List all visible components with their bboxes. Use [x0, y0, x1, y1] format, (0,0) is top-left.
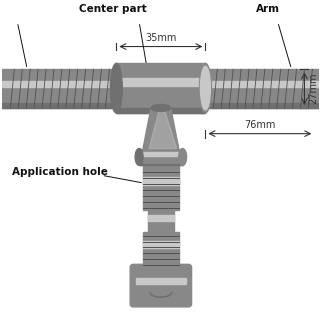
Bar: [139, 148, 183, 165]
Bar: [143, 165, 179, 210]
Text: Arm: Arm: [256, 4, 280, 14]
Bar: [205, 103, 319, 108]
Bar: [148, 210, 174, 232]
Bar: [139, 164, 183, 165]
Bar: [143, 241, 179, 248]
Text: Application hole: Application hole: [12, 167, 108, 177]
Bar: [3, 103, 116, 108]
Bar: [143, 177, 179, 185]
FancyBboxPatch shape: [130, 264, 192, 307]
Bar: [205, 81, 319, 87]
Bar: [139, 152, 183, 156]
Text: 27mm: 27mm: [308, 73, 318, 104]
Ellipse shape: [199, 63, 212, 113]
Bar: [205, 69, 319, 108]
Text: Center part: Center part: [79, 4, 147, 14]
Bar: [116, 78, 205, 86]
Ellipse shape: [179, 148, 187, 165]
Bar: [3, 81, 116, 87]
Text: 76mm: 76mm: [244, 120, 276, 130]
Ellipse shape: [110, 63, 122, 113]
Ellipse shape: [135, 148, 143, 165]
Bar: [148, 215, 174, 221]
Bar: [136, 278, 186, 284]
Polygon shape: [143, 108, 179, 148]
Bar: [143, 232, 179, 267]
Bar: [3, 69, 116, 108]
Bar: [116, 63, 205, 113]
Ellipse shape: [200, 66, 210, 110]
Polygon shape: [149, 108, 177, 148]
Bar: [116, 108, 205, 113]
Ellipse shape: [151, 104, 171, 111]
Text: 35mm: 35mm: [145, 33, 177, 43]
